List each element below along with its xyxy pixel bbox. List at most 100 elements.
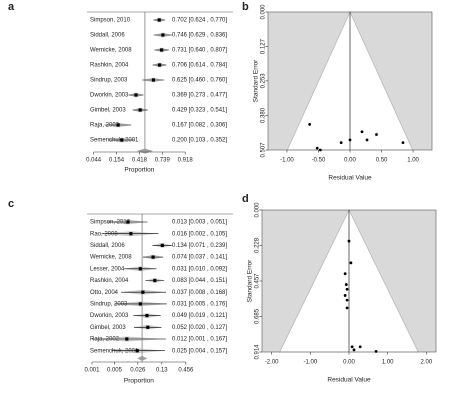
study-label: Siddall, 2006 bbox=[90, 243, 125, 249]
point-estimate bbox=[159, 48, 164, 52]
y-tick-label: 0.507 bbox=[261, 142, 267, 158]
study-label: Dworkin, 2003 bbox=[90, 93, 129, 99]
study-point bbox=[345, 287, 349, 291]
study-point bbox=[347, 239, 351, 243]
y-tick-label: 0.380 bbox=[261, 107, 267, 123]
study-label: Rashkin, 2004 bbox=[90, 278, 129, 284]
x-tick-label: 0.739 bbox=[155, 158, 171, 164]
estimate-label: 0.369 [0.273 , 0.477] bbox=[172, 93, 227, 99]
y-axis-label: Standard Error bbox=[247, 259, 254, 302]
study-point bbox=[345, 298, 349, 302]
estimate-label: 0.706 [0.614 , 0.784] bbox=[172, 63, 227, 69]
x-tick-label: -0.50 bbox=[312, 158, 326, 164]
x-tick-label: 0.456 bbox=[178, 368, 194, 374]
x-tick-label: -1.00 bbox=[303, 360, 317, 366]
study-label: Sindrup, 2003 bbox=[90, 301, 128, 307]
point-estimate bbox=[125, 337, 129, 341]
study-label: Semenchuk, 2001 bbox=[90, 348, 139, 354]
study-label: Rashkin, 2004 bbox=[90, 63, 129, 69]
point-estimate bbox=[157, 18, 161, 22]
x-tick-label: 0.918 bbox=[178, 158, 194, 164]
point-estimate bbox=[151, 78, 156, 82]
point-estimate bbox=[120, 138, 124, 142]
x-tick-label: 1.00 bbox=[382, 360, 394, 366]
y-tick-label: 0.228 bbox=[255, 237, 261, 253]
study-point bbox=[365, 138, 369, 142]
x-axis-label: Proportion bbox=[124, 167, 154, 174]
estimate-label: 0.016 [0.002 , 0.105] bbox=[172, 231, 227, 237]
y-tick-label: 0.127 bbox=[261, 38, 267, 54]
point-estimate bbox=[151, 255, 155, 259]
x-tick-label: -2.00 bbox=[265, 360, 279, 366]
panel-label: b bbox=[242, 1, 249, 13]
point-estimate bbox=[153, 278, 157, 283]
study-label: Otto, 2004 bbox=[90, 290, 119, 296]
study-point bbox=[374, 349, 378, 353]
study-label: Rao, 2008 bbox=[90, 231, 118, 237]
study-point bbox=[352, 348, 356, 352]
study-point bbox=[343, 294, 347, 297]
x-tick-label: 2.00 bbox=[420, 360, 432, 366]
x-axis-label: Proportion bbox=[124, 378, 154, 385]
study-point bbox=[350, 345, 354, 349]
point-estimate bbox=[129, 232, 133, 236]
study-point bbox=[349, 261, 353, 265]
study-point bbox=[360, 130, 364, 134]
point-estimate bbox=[161, 33, 165, 37]
estimate-label: 0.625 [0.460 , 0.760] bbox=[172, 78, 227, 84]
estimate-label: 0.049 [0.019 , 0.121] bbox=[172, 313, 227, 319]
study-point bbox=[315, 146, 319, 150]
y-tick-label: 0.253 bbox=[261, 73, 267, 89]
y-tick-label: 0.000 bbox=[255, 202, 261, 218]
study-label: Simpson, 2010 bbox=[90, 220, 131, 226]
study-point bbox=[344, 283, 348, 286]
point-estimate bbox=[138, 267, 142, 271]
study-point bbox=[401, 141, 405, 145]
estimate-label: 0.702 [0.624 , 0.770] bbox=[172, 18, 227, 24]
estimate-label: 0.429 [0.323 , 0.541] bbox=[172, 108, 227, 114]
study-label: Raja, 2002 bbox=[90, 123, 120, 129]
estimate-label: 0.083 [0.044 , 0.151] bbox=[172, 278, 227, 284]
estimate-label: 0.037 [0.008 , 0.168] bbox=[172, 290, 227, 296]
study-point bbox=[375, 133, 378, 136]
estimate-label: 0.074 [0.037 , 0.141] bbox=[172, 255, 227, 261]
estimate-label: 0.200 [0.103 , 0.352] bbox=[172, 138, 227, 144]
study-label: Simpson, 2010 bbox=[90, 18, 131, 24]
point-estimate bbox=[146, 325, 150, 329]
panel-label: d bbox=[242, 193, 249, 205]
estimate-label: 0.052 [0.020 , 0.127] bbox=[172, 325, 227, 331]
estimate-label: 0.031 [0.005 , 0.176] bbox=[172, 301, 227, 307]
study-label: Lesser, 2004 bbox=[90, 266, 125, 272]
point-estimate bbox=[138, 108, 142, 112]
estimate-label: 0.031 [0.010 , 0.092] bbox=[172, 266, 227, 272]
x-tick-label: 0.044 bbox=[86, 158, 102, 164]
point-estimate bbox=[145, 314, 149, 318]
study-label: Wernicke, 2008 bbox=[90, 48, 132, 54]
x-tick-label: 0.00 bbox=[343, 360, 355, 366]
x-tick-label: 1.00 bbox=[407, 158, 419, 164]
x-tick-label: -1.00 bbox=[280, 158, 294, 164]
study-label: Wernicke, 2008 bbox=[90, 255, 132, 261]
point-estimate bbox=[138, 302, 142, 306]
study-label: Gimbel, 2003 bbox=[90, 108, 126, 114]
y-tick-label: 0.457 bbox=[255, 273, 261, 289]
panel-label: c bbox=[8, 198, 14, 210]
panel-label: a bbox=[8, 1, 15, 13]
estimate-label: 0.746 [0.629 , 0.836] bbox=[172, 33, 227, 39]
study-point bbox=[339, 141, 343, 145]
study-label: Siddall, 2006 bbox=[90, 33, 125, 39]
estimate-label: 0.013 [0.003 , 0.051] bbox=[172, 220, 227, 226]
point-estimate bbox=[160, 243, 164, 247]
point-estimate bbox=[135, 349, 139, 353]
estimate-label: 0.012 [0.001 , 0.167] bbox=[172, 337, 227, 343]
estimate-label: 0.134 [0.071 , 0.239] bbox=[172, 243, 227, 249]
study-point bbox=[358, 345, 362, 349]
y-tick-label: 0.914 bbox=[255, 344, 261, 360]
point-estimate bbox=[141, 290, 145, 294]
study-label: Dworkin, 2003 bbox=[90, 313, 129, 319]
y-tick-label: 0.685 bbox=[255, 308, 261, 324]
y-tick-label: 0.000 bbox=[261, 4, 267, 20]
x-tick-label: 0.026 bbox=[130, 368, 146, 374]
point-estimate bbox=[126, 220, 130, 224]
